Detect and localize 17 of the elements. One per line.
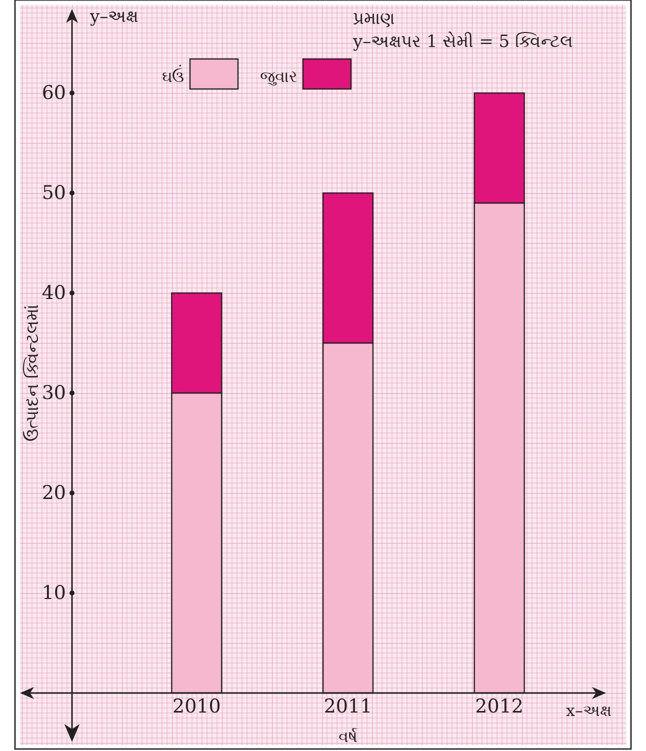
annotation: y–અક્ષપર 1 સેમી = 5 ક્વિન્ટલ [352,31,573,52]
x-axis-title: વર્ષ [338,727,358,746]
y-axis-title: ઉત્પાદન ક્વિન્ટલમાં [23,304,43,442]
x-tick-label: 2011 [324,695,372,718]
y-tick-label: 20 [42,482,66,504]
y-tick-label: 40 [42,282,66,304]
legend-label: ઘઉં [162,65,184,86]
legend-label: જુવાર [260,67,297,86]
y-tick-label: 30 [42,382,66,404]
y-tick-label: 60 [42,82,66,104]
annotation: પ્રમાણ [353,9,395,29]
x-tick-label: 2010 [172,695,221,718]
x-tick-label: 2012 [475,695,524,718]
annotation: y–અક્ષ [89,7,138,27]
text: x–અક્ષ [566,701,612,720]
y-tick-label: 50 [42,182,66,204]
y-tick-label: 10 [42,582,66,604]
